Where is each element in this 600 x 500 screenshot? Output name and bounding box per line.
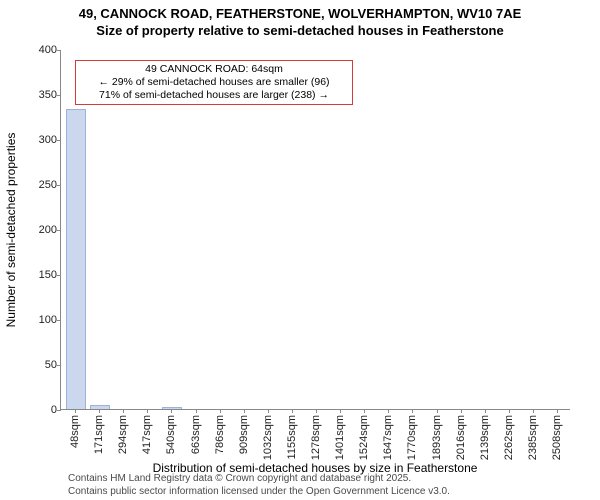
y-tick-label: 150 bbox=[17, 269, 57, 281]
x-tick-mark bbox=[147, 409, 148, 413]
y-tick-label: 100 bbox=[17, 314, 57, 326]
x-tick-label: 1770sqm bbox=[406, 415, 418, 460]
info-line-2: ← 29% of semi-detached houses are smalle… bbox=[80, 76, 348, 89]
x-tick-mark bbox=[509, 409, 510, 413]
y-tick-label: 300 bbox=[17, 134, 57, 146]
chart-title: 49, CANNOCK ROAD, FEATHERSTONE, WOLVERHA… bbox=[0, 0, 600, 40]
y-tick-label: 350 bbox=[17, 89, 57, 101]
y-tick-mark bbox=[57, 410, 61, 411]
x-tick-mark bbox=[388, 409, 389, 413]
x-tick-label: 663sqm bbox=[190, 415, 202, 454]
title-line-1: 49, CANNOCK ROAD, FEATHERSTONE, WOLVERHA… bbox=[0, 6, 600, 23]
x-tick-label: 417sqm bbox=[141, 415, 153, 454]
bar bbox=[162, 407, 182, 409]
x-tick-label: 2508sqm bbox=[551, 415, 563, 460]
x-tick-mark bbox=[340, 409, 341, 413]
x-tick-mark bbox=[292, 409, 293, 413]
x-tick-mark bbox=[123, 409, 124, 413]
x-tick-label: 1401sqm bbox=[334, 415, 346, 460]
x-tick-mark bbox=[557, 409, 558, 413]
x-tick-label: 2385sqm bbox=[527, 415, 539, 460]
info-line-3: 71% of semi-detached houses are larger (… bbox=[80, 89, 348, 102]
x-tick-label: 1893sqm bbox=[431, 415, 443, 460]
footer-attribution: Contains HM Land Registry data © Crown c… bbox=[68, 473, 450, 498]
y-tick-mark bbox=[57, 275, 61, 276]
y-tick-label: 200 bbox=[17, 224, 57, 236]
x-tick-label: 1647sqm bbox=[382, 415, 394, 460]
y-tick-label: 0 bbox=[17, 404, 57, 416]
x-tick-label: 1155sqm bbox=[286, 415, 298, 459]
x-tick-label: 1278sqm bbox=[310, 415, 322, 460]
x-tick-label: 540sqm bbox=[165, 415, 177, 454]
x-tick-label: 2139sqm bbox=[479, 415, 491, 460]
y-tick-mark bbox=[57, 230, 61, 231]
x-tick-label: 48sqm bbox=[69, 415, 81, 448]
x-tick-mark bbox=[244, 409, 245, 413]
y-tick-mark bbox=[57, 320, 61, 321]
y-tick-label: 250 bbox=[17, 179, 57, 191]
x-tick-label: 1032sqm bbox=[262, 415, 274, 460]
x-tick-label: 786sqm bbox=[214, 415, 226, 454]
x-tick-mark bbox=[461, 409, 462, 413]
y-tick-mark bbox=[57, 95, 61, 96]
x-tick-mark bbox=[268, 409, 269, 413]
y-tick-label: 50 bbox=[17, 359, 57, 371]
bar bbox=[90, 405, 110, 409]
x-tick-label: 2016sqm bbox=[455, 415, 467, 460]
x-tick-mark bbox=[196, 409, 197, 413]
y-tick-mark bbox=[57, 50, 61, 51]
x-tick-mark bbox=[485, 409, 486, 413]
x-tick-mark bbox=[99, 409, 100, 413]
title-line-2: Size of property relative to semi-detach… bbox=[0, 23, 600, 40]
x-tick-mark bbox=[171, 409, 172, 413]
bar bbox=[66, 109, 86, 409]
y-tick-mark bbox=[57, 140, 61, 141]
x-tick-mark bbox=[316, 409, 317, 413]
x-tick-mark bbox=[437, 409, 438, 413]
y-axis-label: Number of semi-detached properties bbox=[4, 133, 18, 328]
x-tick-mark bbox=[364, 409, 365, 413]
x-tick-label: 1524sqm bbox=[358, 415, 370, 460]
footer-line-2: Contains public sector information licen… bbox=[68, 486, 450, 499]
x-tick-mark bbox=[533, 409, 534, 413]
x-tick-mark bbox=[75, 409, 76, 413]
x-tick-label: 171sqm bbox=[93, 415, 105, 454]
y-tick-mark bbox=[57, 185, 61, 186]
y-tick-label: 400 bbox=[17, 44, 57, 56]
x-tick-mark bbox=[220, 409, 221, 413]
x-tick-label: 294sqm bbox=[117, 415, 129, 454]
info-annotation-box: 49 CANNOCK ROAD: 64sqm ← 29% of semi-det… bbox=[75, 60, 353, 105]
x-tick-label: 909sqm bbox=[238, 415, 250, 454]
x-tick-label: 2262sqm bbox=[503, 415, 515, 460]
x-tick-mark bbox=[412, 409, 413, 413]
footer-line-1: Contains HM Land Registry data © Crown c… bbox=[68, 473, 450, 486]
info-line-1: 49 CANNOCK ROAD: 64sqm bbox=[80, 63, 348, 76]
y-tick-mark bbox=[57, 365, 61, 366]
